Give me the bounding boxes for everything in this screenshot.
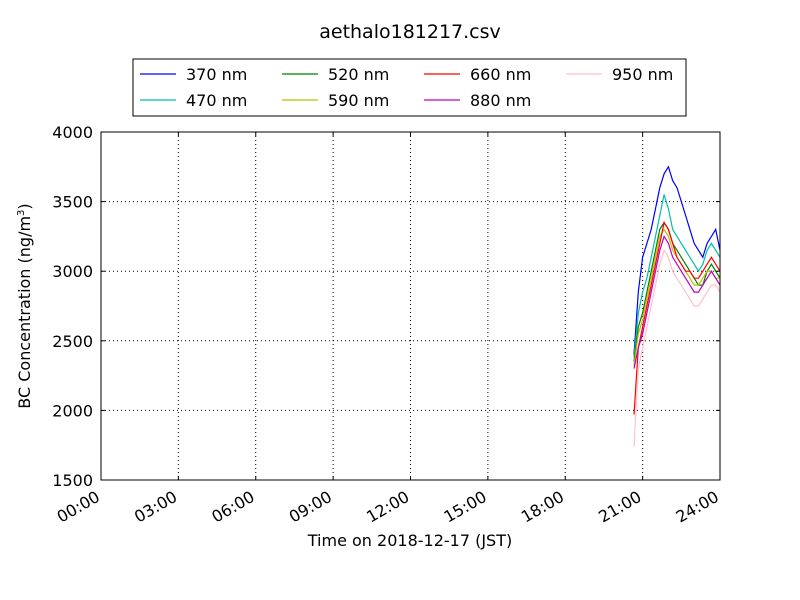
y-tick-label: 2500 bbox=[52, 332, 93, 351]
legend: 370 nm 470 nm 520 nm 590 nm 660 nm 880 nm 950 … bbox=[132, 58, 687, 117]
x-tick-label: 24:00 bbox=[673, 487, 722, 527]
x-tick-label: 15:00 bbox=[440, 487, 489, 527]
series-line-470-nm bbox=[633, 194, 721, 358]
x-tick-label: 03:00 bbox=[131, 487, 180, 527]
x-tick-label: 21:00 bbox=[595, 487, 644, 527]
y-axis-label-close: ) bbox=[15, 203, 34, 209]
series-layer bbox=[633, 165, 721, 447]
y-tick-label: 3500 bbox=[52, 193, 93, 212]
axis-ticks: 00:00 03:00 06:00 09:00 12:00 15:00 18:00 21:00… bbox=[52, 123, 722, 527]
legend-label: 590 nm bbox=[328, 91, 389, 110]
grid bbox=[101, 132, 720, 480]
y-tick-label: 2000 bbox=[52, 401, 93, 420]
x-tick-label: 18:00 bbox=[518, 487, 567, 527]
series-line-950-nm bbox=[633, 248, 721, 447]
y-axis-label-main: BC Concentration (ng/m bbox=[15, 216, 34, 409]
y-axis-label-sup: 3 bbox=[16, 210, 27, 216]
x-tick-label: 00:00 bbox=[54, 487, 103, 527]
series-line-370-nm bbox=[633, 165, 721, 355]
legend-label: 470 nm bbox=[186, 91, 247, 110]
series-line-520-nm bbox=[633, 221, 721, 362]
y-tick-label: 4000 bbox=[52, 123, 93, 142]
series-line-660-nm bbox=[633, 220, 721, 415]
legend-label: 880 nm bbox=[470, 91, 531, 110]
x-tick-label: 09:00 bbox=[286, 487, 335, 527]
legend-label: 660 nm bbox=[470, 65, 531, 84]
x-axis-label: Time on 2018-12-17 (JST) bbox=[307, 531, 512, 550]
legend-label: 950 nm bbox=[612, 65, 673, 84]
series-line-880-nm bbox=[633, 234, 721, 369]
legend-label: 370 nm bbox=[186, 65, 247, 84]
y-axis-label: BC Concentration (ng/m3) bbox=[15, 203, 34, 408]
legend-label: 520 nm bbox=[328, 65, 389, 84]
chart-title: aethalo181217.csv bbox=[319, 21, 501, 43]
x-tick-label: 12:00 bbox=[363, 487, 412, 527]
y-tick-label: 3000 bbox=[52, 262, 93, 281]
legend-box bbox=[132, 58, 687, 117]
y-tick-label: 1500 bbox=[52, 471, 93, 490]
x-tick-label: 06:00 bbox=[208, 487, 257, 527]
